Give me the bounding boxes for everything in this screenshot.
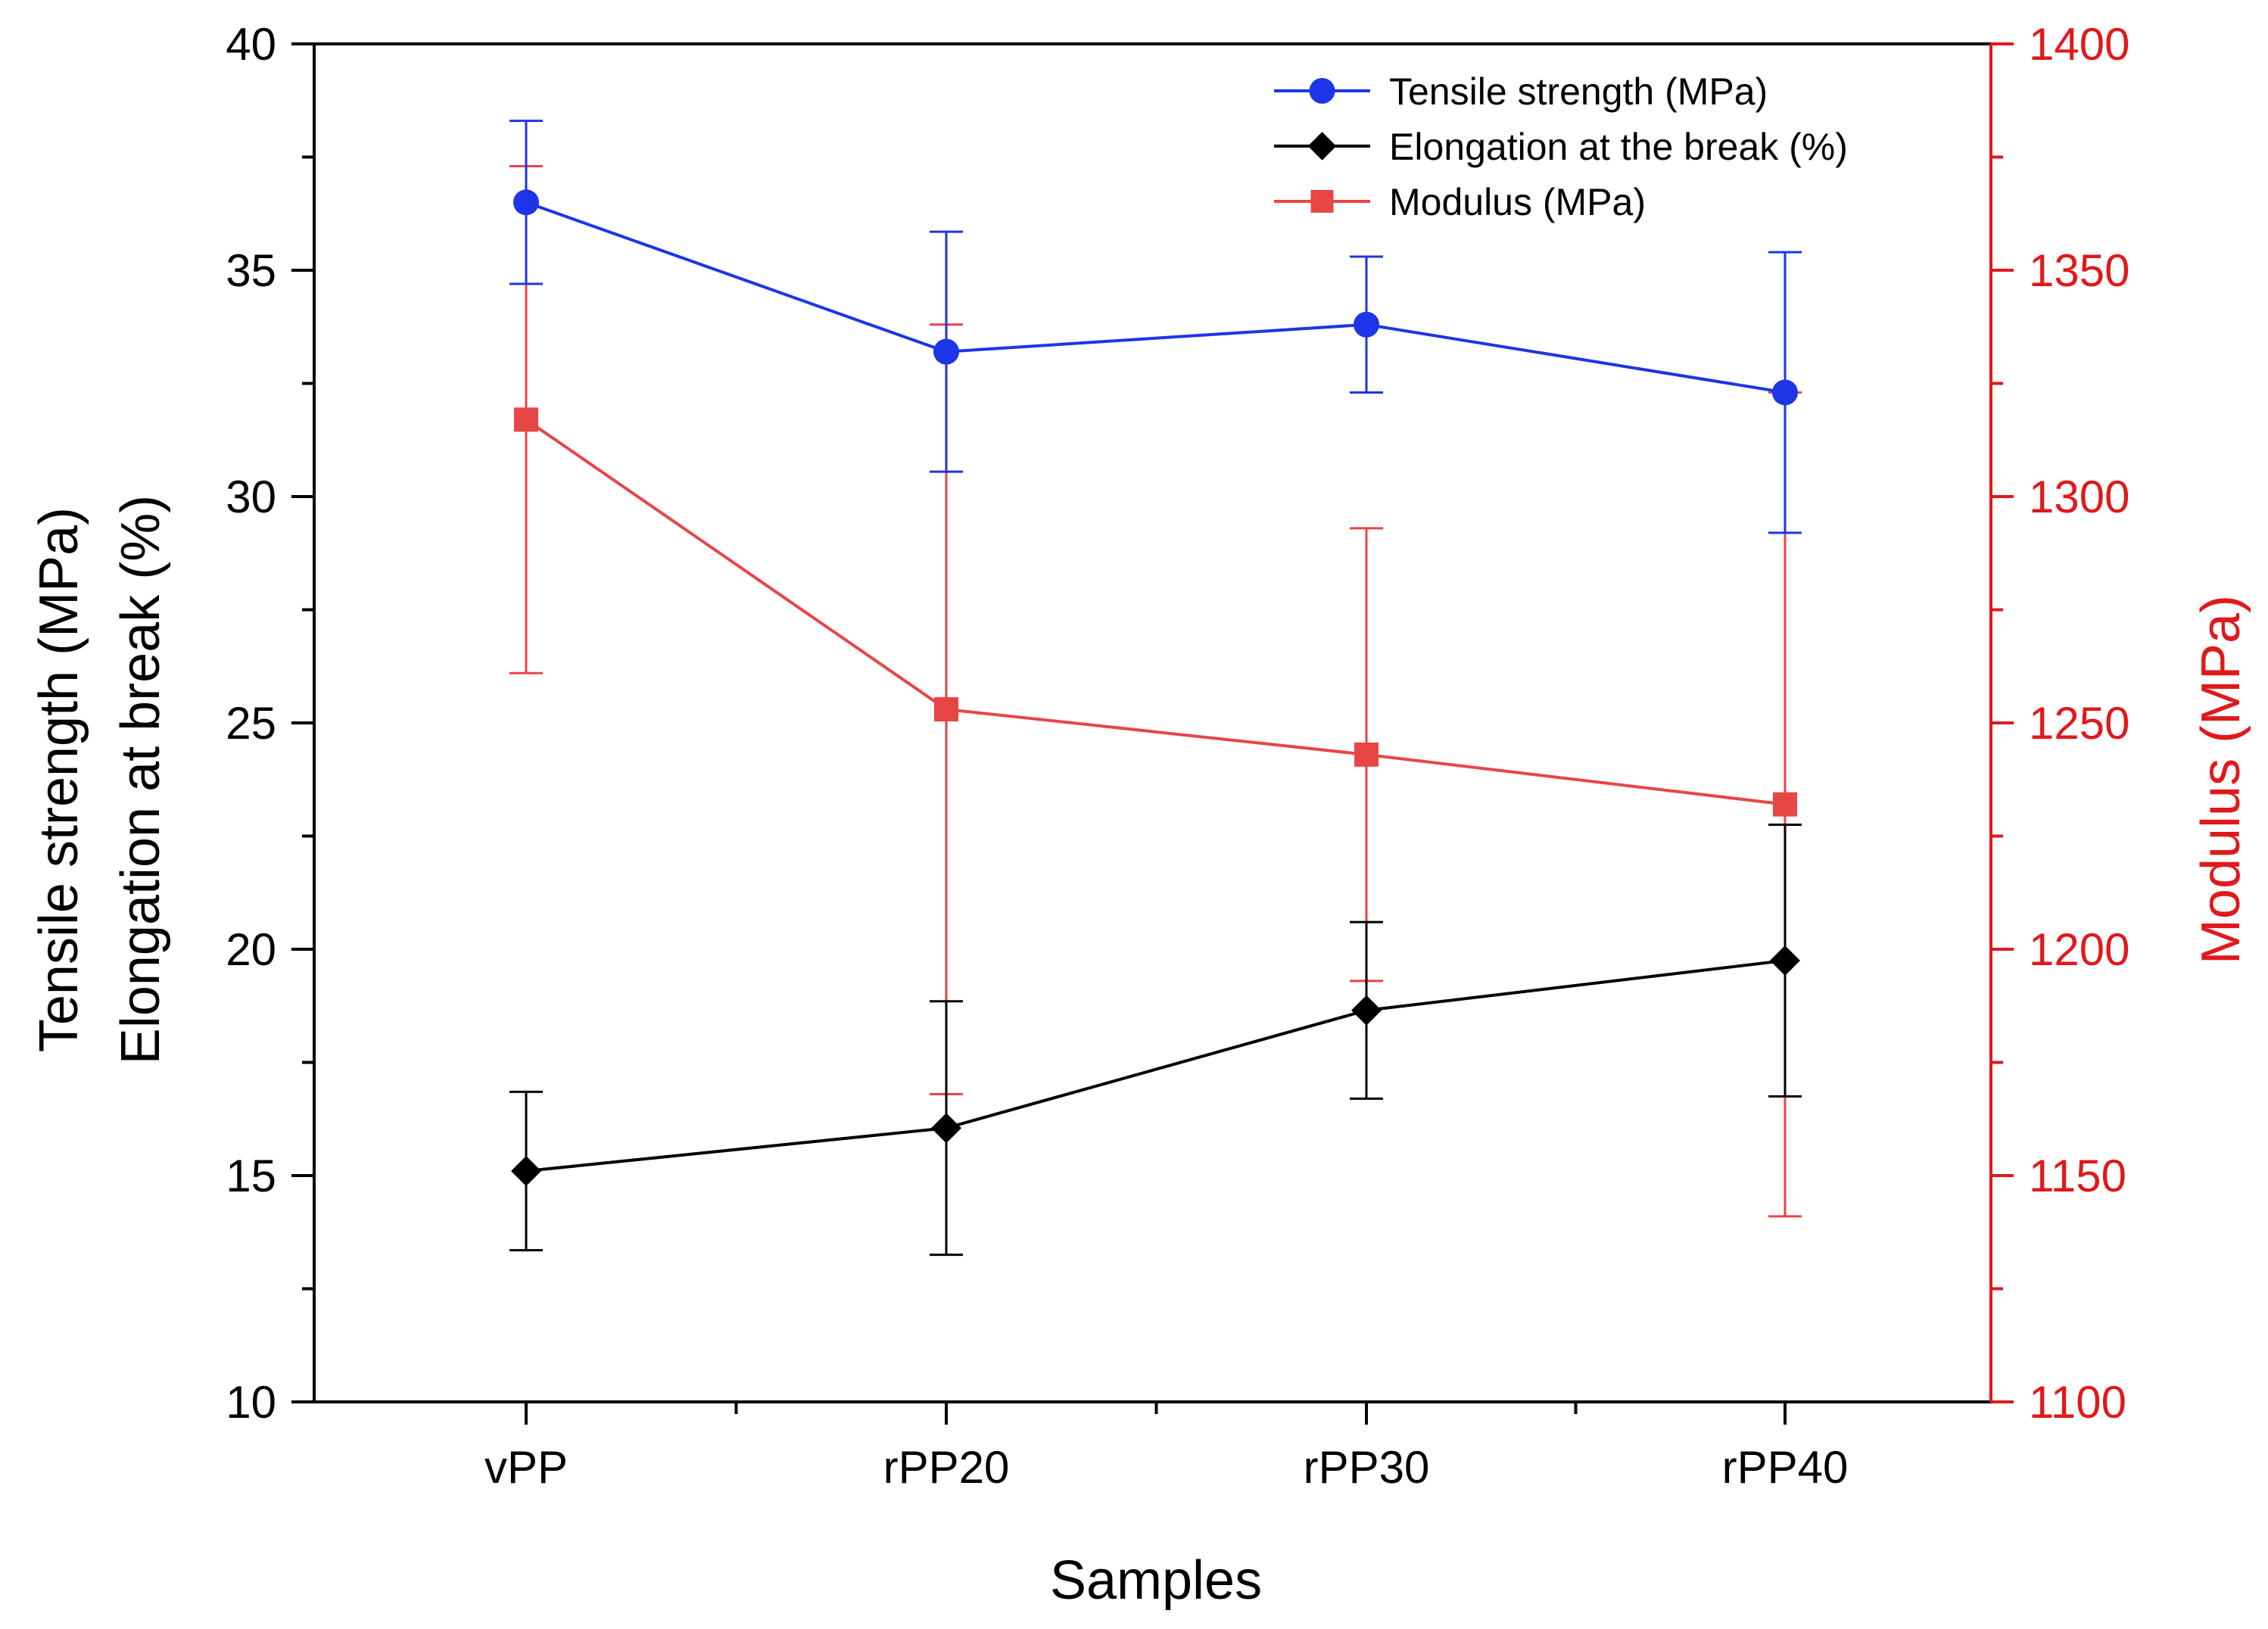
x-tick-label-vPP: vPP [484,1442,568,1493]
y-tick-label-left-35: 35 [226,245,276,296]
y-axis-title-line-1: Tensile strength (MPa) [29,507,89,1052]
plot-area [314,42,1991,1403]
legend: Tensile strength (MPa) Elongation at the … [1274,70,1848,223]
y-tick-label-left-40: 40 [226,19,276,70]
y-tick-label-right-1150: 1150 [2029,1151,2126,1201]
y-axis-title-line-2: Elongation at break (%) [111,495,171,1064]
legend-marker-modulus-mpa [1310,190,1334,213]
y-axis-right: 1100 1150 1200 1250 1300 1350 1400 [1989,19,2129,1428]
y-tick-label-left-25: 25 [226,698,276,749]
y-tick-label-right-1350: 1350 [2029,245,2129,296]
series-tensile-strength-mpa [509,120,1802,534]
x-tick-label-rPP20: rPP20 [883,1442,1010,1493]
y-tick-label-right-1200: 1200 [2029,924,2129,975]
data-point-tensile-strength-mpa-rPP30 [1354,311,1379,338]
data-point-tensile-strength-mpa-rPP40 [1772,379,1798,406]
y-tick-label-right-1400: 1400 [2029,19,2129,70]
series-line-elongation-at-the-break [525,958,1786,1173]
y-tick-label-left-15: 15 [226,1151,276,1201]
legend-marker-tensile-strength-mpa [1309,78,1335,104]
series-layer [509,120,1802,1257]
series-modulus-mpa [509,164,1802,1218]
data-point-modulus-mpa-rPP30 [1354,742,1379,767]
series-line-tensile-strength-mpa [525,201,1786,394]
x-axis-title: Samples [1050,1550,1262,1611]
series-line-modulus-mpa [525,418,1786,806]
data-point-elongation-at-the-break-rPP20 [931,1113,961,1144]
x-tick-label-rPP30: rPP30 [1304,1442,1430,1493]
y-tick-label-left-30: 30 [226,472,276,522]
y-tick-label-right-1250: 1250 [2029,698,2129,749]
series-elongation-at-the-break [509,824,1802,1257]
data-point-tensile-strength-mpa-rPP20 [933,338,959,365]
y-tick-label-left-10: 10 [226,1377,276,1428]
data-point-elongation-at-the-break-vPP [511,1156,541,1187]
y-tick-label-right-1100: 1100 [2029,1377,2126,1428]
legend-label-modulus-mpa: Modulus (MPa) [1389,181,1646,223]
data-point-modulus-mpa-rPP40 [1773,792,1797,817]
y-tick-label-left-20: 20 [226,924,276,975]
data-point-elongation-at-the-break-rPP40 [1770,945,1800,976]
data-point-elongation-at-the-break-rPP30 [1351,995,1382,1026]
y-tick-label-right-1300: 1300 [2029,472,2129,522]
legend-label-elongation-at-the-break: Elongation at the break (%) [1389,126,1848,168]
data-point-modulus-mpa-vPP [514,407,538,432]
legend-label-tensile-strength-mpa: Tensile strength (MPa) [1389,70,1768,113]
x-tick-label-rPP40: rPP40 [1722,1442,1849,1493]
y-axis-right-title: Modulus (MPa) [2191,595,2251,964]
data-point-tensile-strength-mpa-vPP [513,189,539,216]
x-axis: vPP rPP20 rPP30 rPP40 [484,1402,1848,1493]
y-axis-left: 10 15 20 25 30 35 40 [226,19,316,1428]
legend-marker-elongation-at-the-break [1307,132,1337,160]
data-point-modulus-mpa-rPP20 [934,697,958,722]
